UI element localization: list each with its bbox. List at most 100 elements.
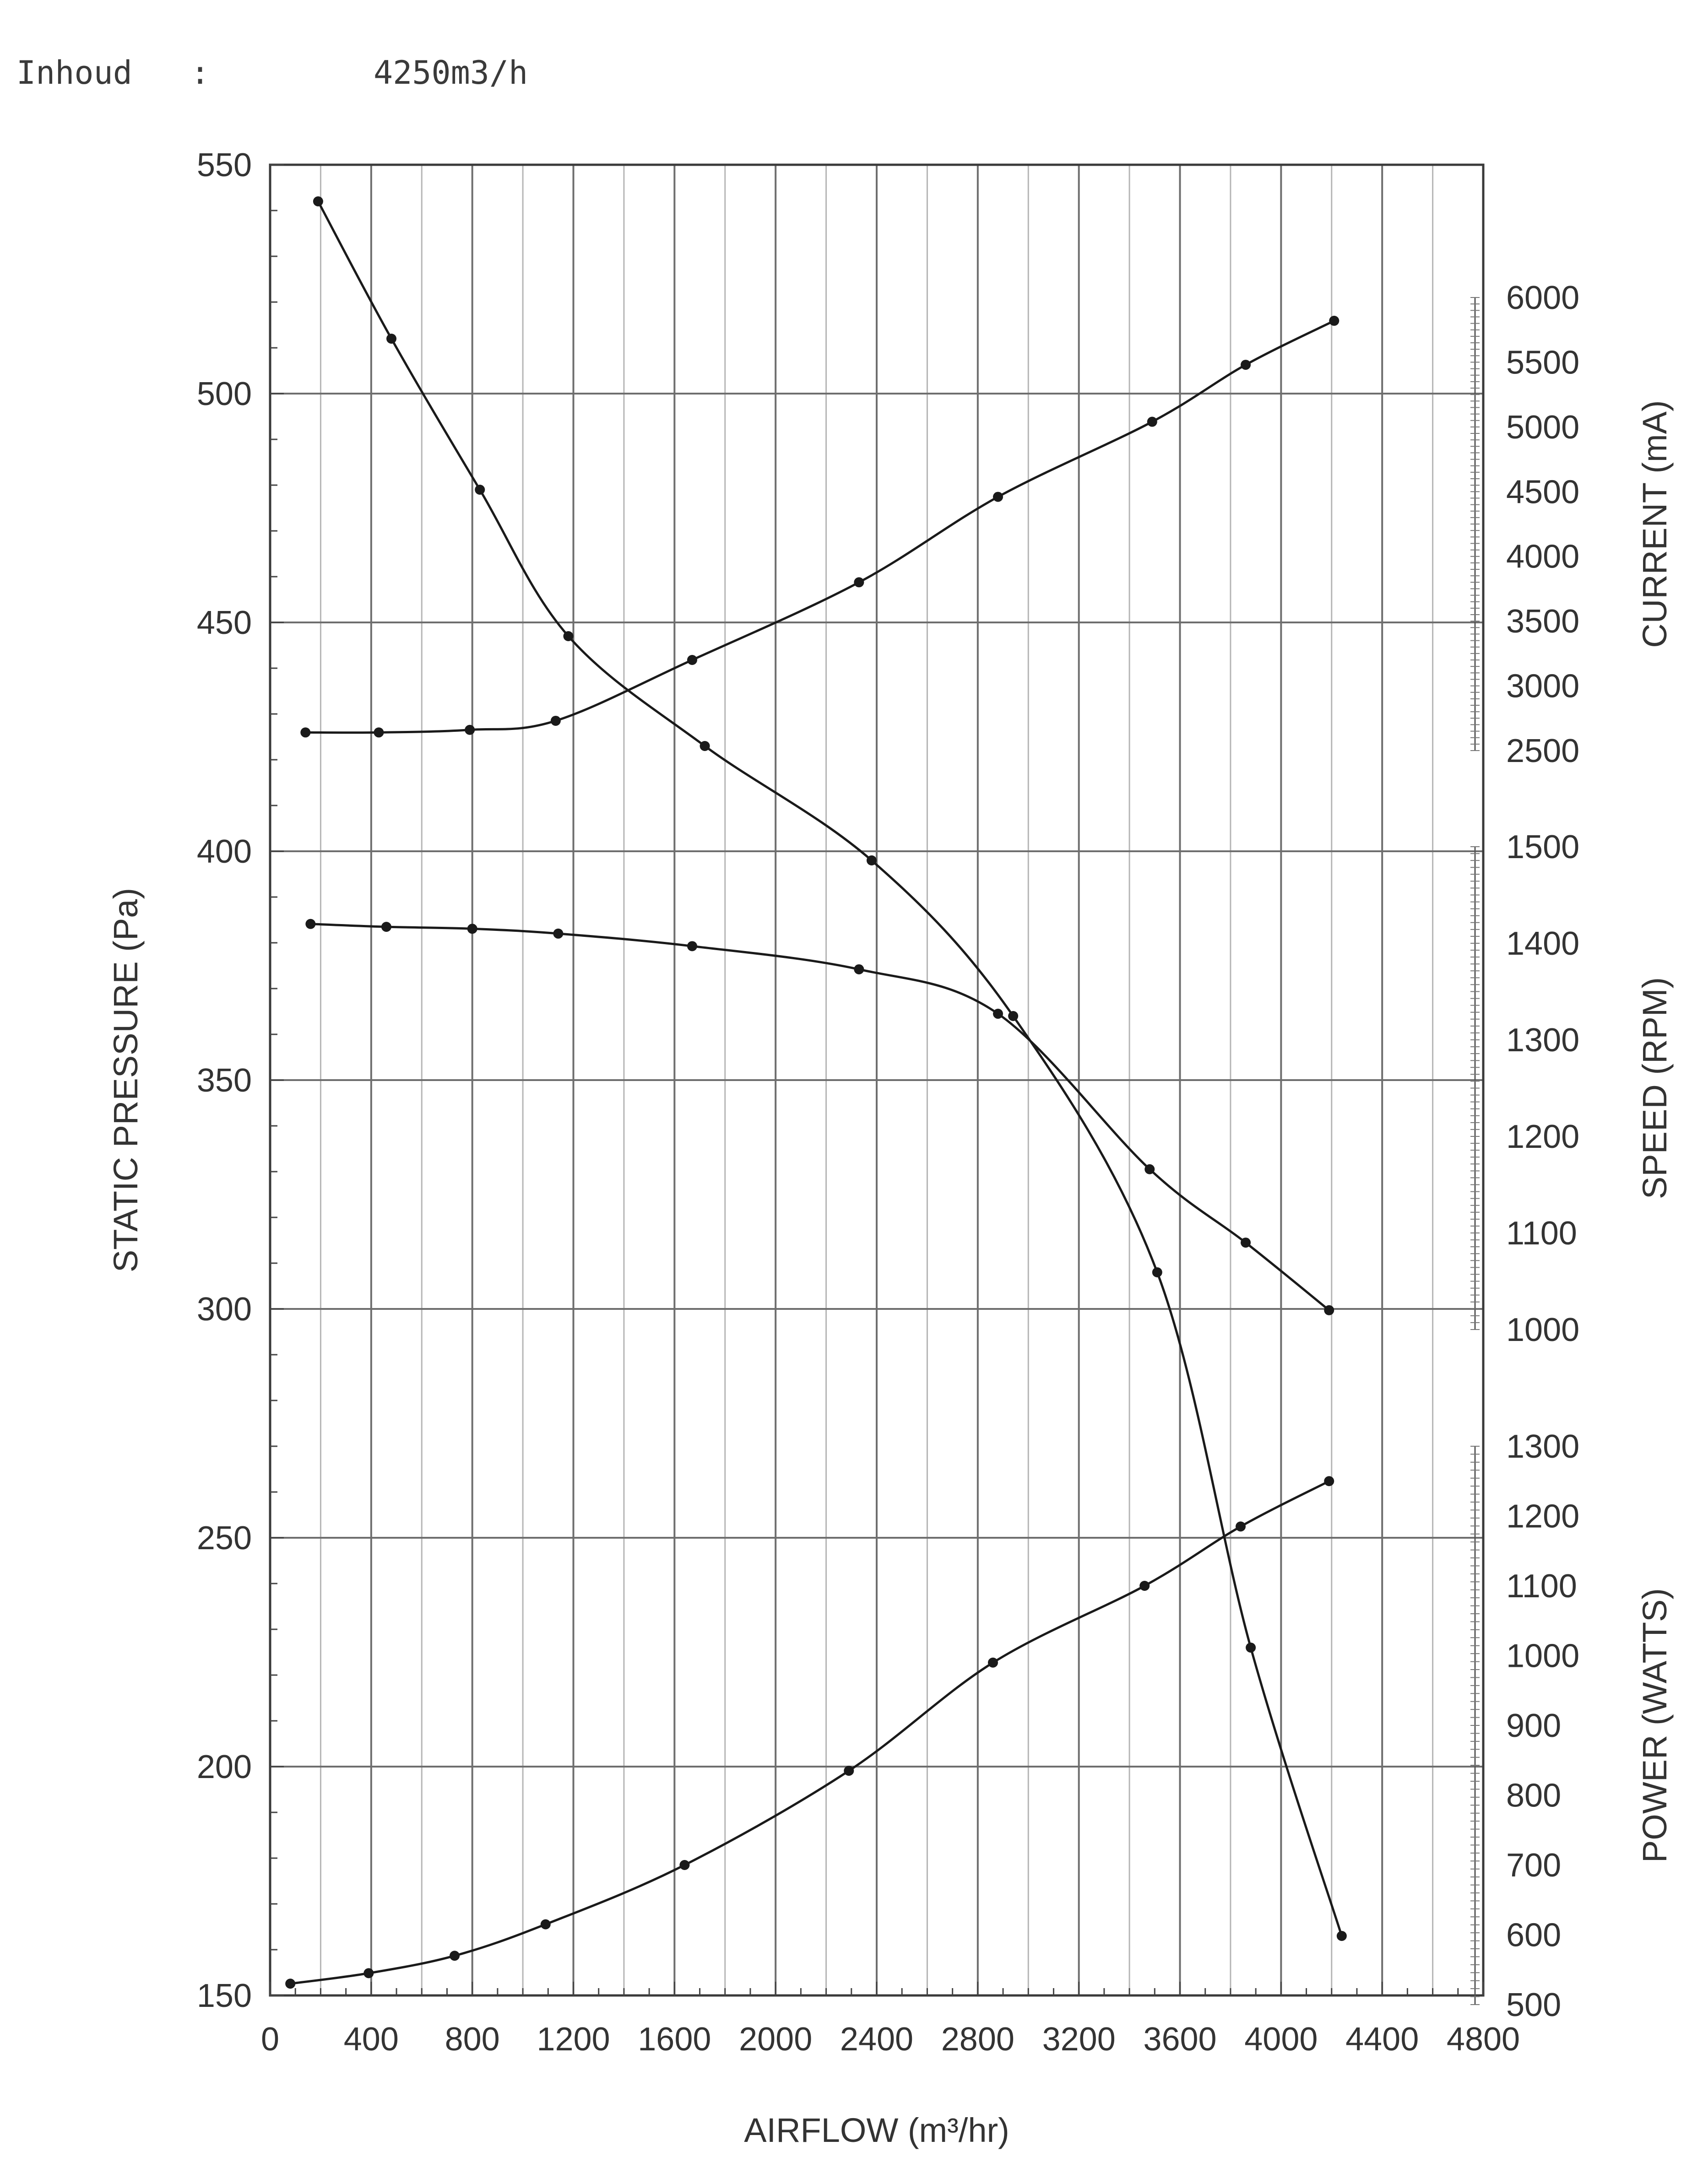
y-axis-title-current: CURRENT (mA) — [1636, 400, 1674, 648]
header-inhoud: Inhoud: 4250m3/h — [16, 54, 528, 92]
speed-data-point — [305, 919, 316, 929]
pressure-data-point — [866, 855, 877, 865]
current-data-point — [300, 727, 311, 738]
y-axis-title-speed: SPEED (RPM) — [1636, 977, 1674, 1199]
current-tick-label: 5500 — [1506, 344, 1579, 381]
power-data-point — [285, 1979, 296, 1989]
bottom-tick-label: 2800 — [941, 2021, 1014, 2058]
current-data-point — [550, 715, 561, 726]
header-separator: : — [190, 54, 210, 92]
current-tick-label: 3000 — [1506, 668, 1579, 705]
power-tick-label: 900 — [1506, 1708, 1561, 1744]
power-data-point — [1324, 1476, 1334, 1487]
power-tick-label: 1300 — [1506, 1428, 1579, 1465]
grid — [269, 164, 1484, 1996]
current-data-point — [687, 655, 697, 665]
current-data-point — [1241, 360, 1251, 370]
pressure-data-point — [1336, 1931, 1347, 1941]
left-tick-label: 300 — [197, 1291, 252, 1328]
y-axis-title-power: POWER (WATTS) — [1636, 1588, 1674, 1863]
bottom-tick-label: 800 — [445, 2021, 500, 2058]
power-tick-label: 800 — [1506, 1778, 1561, 1814]
axes — [269, 163, 1485, 2005]
power-tick-label: 600 — [1506, 1917, 1561, 1954]
current-tick-label: 3500 — [1506, 603, 1579, 640]
current-data-point — [1329, 315, 1340, 326]
header-value: 4250m3/h — [374, 54, 528, 92]
bottom-tick-label: 3200 — [1042, 2021, 1116, 2058]
speed-data-point — [687, 941, 697, 951]
speed-data-point — [467, 924, 477, 934]
speed-data-point — [993, 1009, 1003, 1019]
current-curve — [305, 319, 1335, 734]
power-tick-label: 1000 — [1506, 1638, 1579, 1675]
speed-tick-label: 1400 — [1506, 925, 1579, 962]
current-data-point — [374, 727, 384, 738]
left-tick-label: 550 — [197, 147, 252, 184]
power-tick-label: 500 — [1506, 1987, 1561, 2023]
left-tick-label: 250 — [197, 1520, 252, 1557]
power-data-point — [1139, 1581, 1150, 1591]
left-tick-label: 200 — [197, 1749, 252, 1785]
header-label: Inhoud — [16, 54, 132, 92]
left-tick-label: 150 — [197, 1978, 252, 2014]
y-axis-title-pressure: STATIC PRESSURE (Pa) — [107, 888, 145, 1272]
bottom-tick-label: 0 — [261, 2021, 279, 2058]
bottom-tick-label: 2400 — [840, 2021, 913, 2058]
current-data-point — [993, 492, 1003, 502]
current-tick-label: 2500 — [1506, 733, 1579, 769]
bottom-tick-label: 400 — [344, 2021, 399, 2058]
left-tick-label: 400 — [197, 833, 252, 870]
pressure-data-point — [1152, 1267, 1162, 1277]
bottom-tick-label: 2000 — [739, 2021, 812, 2058]
speed-data-point — [1241, 1238, 1251, 1248]
power-tick-label: 1200 — [1506, 1498, 1579, 1535]
bottom-tick-label: 4000 — [1244, 2021, 1318, 2058]
pressure-data-point — [475, 485, 485, 495]
speed-data-point — [553, 928, 564, 939]
speed-data-point — [1144, 1164, 1155, 1174]
pressure-data-point — [313, 196, 323, 206]
pressure-data-point — [563, 631, 574, 641]
pressure-data-point — [700, 741, 710, 751]
bottom-tick-label: 4800 — [1447, 2021, 1520, 2058]
power-data-point — [844, 1766, 854, 1776]
speed-curve — [310, 923, 1330, 1311]
current-data-point — [465, 724, 475, 735]
pressure-data-point — [1246, 1643, 1256, 1653]
power-tick-label: 1100 — [1506, 1568, 1577, 1605]
power-data-point — [450, 1951, 460, 1961]
pressure-data-point — [386, 334, 396, 344]
speed-data-point — [854, 964, 864, 974]
left-tick-label: 350 — [197, 1062, 252, 1099]
bottom-tick-label: 1200 — [537, 2021, 610, 2058]
speed-tick-label: 1000 — [1506, 1312, 1579, 1348]
current-tick-label: 5000 — [1506, 409, 1579, 446]
power-curve — [290, 1480, 1330, 1985]
speed-tick-label: 1100 — [1506, 1215, 1577, 1252]
current-tick-label: 6000 — [1506, 280, 1579, 316]
current-tick-label: 4000 — [1506, 539, 1579, 575]
x-axis-title: AIRFLOW (m³/hr) — [744, 2111, 1009, 2149]
power-data-point — [540, 1919, 551, 1930]
series — [285, 196, 1347, 1989]
speed-tick-label: 1300 — [1506, 1022, 1579, 1059]
speed-data-point — [1324, 1305, 1334, 1315]
speed-tick-label: 1500 — [1506, 829, 1579, 865]
bottom-tick-label: 4400 — [1345, 2021, 1419, 2058]
current-tick-label: 4500 — [1506, 474, 1579, 510]
left-tick-label: 450 — [197, 605, 252, 641]
power-data-point — [363, 1968, 374, 1979]
power-tick-label: 700 — [1506, 1847, 1561, 1884]
speed-data-point — [381, 922, 391, 932]
bottom-tick-label: 1600 — [638, 2021, 711, 2058]
speed-tick-label: 1200 — [1506, 1119, 1579, 1155]
power-data-point — [679, 1860, 690, 1870]
power-data-point — [1236, 1521, 1246, 1532]
current-data-point — [854, 577, 864, 588]
pressure-data-point — [1008, 1011, 1019, 1021]
current-data-point — [1147, 416, 1157, 427]
left-tick-label: 500 — [197, 376, 252, 412]
